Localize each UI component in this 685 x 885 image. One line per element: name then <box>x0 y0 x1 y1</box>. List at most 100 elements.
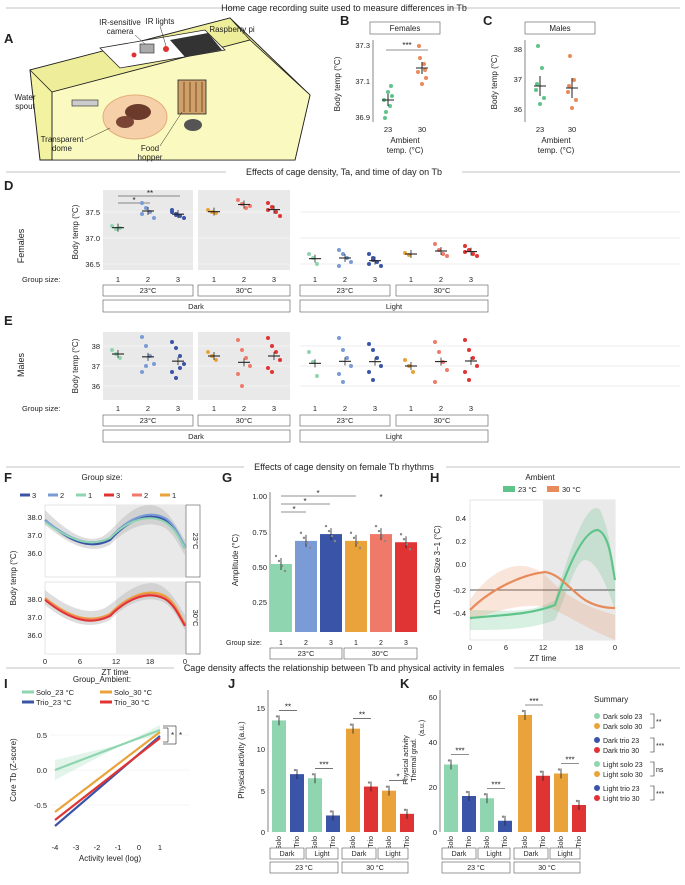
svg-text:3: 3 <box>404 640 408 647</box>
svg-text:-2: -2 <box>94 843 101 852</box>
k-ylabel-1: Physical activity <box>403 735 410 785</box>
svg-text:0.0: 0.0 <box>37 766 47 775</box>
j-xlabels: Solo Trio Solo Trio Solo Trio Solo Trio <box>276 836 411 850</box>
svg-text:10: 10 <box>257 745 265 754</box>
b-ytick: 36.9 <box>355 113 370 122</box>
e-row-label: Males <box>16 353 26 378</box>
k-bars <box>444 709 586 832</box>
d-dots-point <box>278 214 282 218</box>
k-temp: 23 °C <box>467 864 485 872</box>
e-ytick: 36 <box>92 382 100 391</box>
panel-letter-e: E <box>4 313 13 328</box>
svg-text:1: 1 <box>409 275 413 284</box>
e-dots-point <box>467 348 471 352</box>
e-dots-point <box>236 338 240 342</box>
d-dots-point <box>337 264 341 268</box>
j-temp: 23 °C <box>295 864 313 872</box>
svg-text:3: 3 <box>373 275 377 284</box>
f-xticks: 0 6 12 18 0 <box>43 657 187 666</box>
svg-text:0.25: 0.25 <box>252 598 267 607</box>
g-point <box>274 554 278 558</box>
e-dots-point <box>178 366 182 370</box>
g-ylabel: Amplitude (°C) <box>231 534 240 586</box>
panel-letter-g: G <box>222 470 232 485</box>
d-dots-point <box>367 252 371 256</box>
g-bar <box>295 540 317 632</box>
k-bars-xlabel: Trio <box>502 836 509 848</box>
svg-text:3: 3 <box>469 404 473 413</box>
c-points-23 <box>534 44 546 106</box>
panel-letter-f: F <box>4 470 12 485</box>
d-dots-point <box>110 224 114 228</box>
j-bars-xlabel: Trio <box>330 836 337 848</box>
j-bars-point <box>385 785 389 788</box>
svg-text:Light trio 23: Light trio 23 <box>603 786 640 793</box>
g-temp: 23°C <box>298 649 315 658</box>
d-temp: 30°C <box>434 286 451 295</box>
summary-legend: Summary Dark solo 23 Dark solo 30 ** Dar… <box>594 695 664 803</box>
d-dots-point <box>341 252 345 256</box>
c-xtick: 23 <box>536 125 544 134</box>
svg-text:-3: -3 <box>73 843 80 852</box>
svg-text:1: 1 <box>158 843 162 852</box>
svg-text:0.75: 0.75 <box>252 528 267 537</box>
e-period: Dark <box>188 432 204 441</box>
e-dots-point <box>371 348 375 352</box>
svg-text:18: 18 <box>146 657 154 666</box>
svg-text:12: 12 <box>112 657 120 666</box>
svg-text:6: 6 <box>78 657 82 666</box>
e-dots-point <box>178 354 182 358</box>
panel-c-box: Males <box>549 24 570 33</box>
j-bars-xlabel: Trio <box>404 836 411 848</box>
k-bars-bar <box>572 805 586 832</box>
k-bars-point <box>557 768 561 771</box>
d-temp: 23°C <box>140 286 157 295</box>
d-dots-point <box>236 198 240 202</box>
k-bars-point <box>521 709 525 713</box>
g-point <box>299 531 303 535</box>
label-ir: IR lights <box>146 17 175 26</box>
d-dots-point <box>307 252 311 256</box>
d-dots <box>110 198 479 268</box>
section-title-4: Cage density affects the relationship be… <box>184 663 505 673</box>
e-dots-point <box>174 346 178 350</box>
svg-text:0: 0 <box>137 843 141 852</box>
svg-text:-0.2: -0.2 <box>453 586 466 595</box>
j-bars-point <box>367 781 371 784</box>
g-point <box>383 539 387 543</box>
k-bars-point <box>501 815 505 818</box>
i-xlabel: Activity level (log) <box>79 854 142 863</box>
k-bars-bar <box>518 715 532 832</box>
e-dots-point <box>206 350 210 354</box>
svg-text:*: * <box>316 489 319 498</box>
e-dots-point <box>475 364 479 368</box>
g-point <box>280 564 284 568</box>
e-dots-point <box>403 358 407 362</box>
panel-g: Amplitude (°C) 1.00 0.75 0.50 0.25 * * *… <box>226 489 418 660</box>
c-ylabel: Body temp (°C) <box>490 54 499 109</box>
g-group-label: Group size: <box>226 640 262 647</box>
k-sig-label: *** <box>455 747 464 756</box>
j-bars-bar <box>308 778 322 832</box>
h-yticks: 0.4 0.2 0.0 -0.2 -0.4 <box>453 514 466 618</box>
g-point <box>327 529 331 533</box>
summary-sig: ns <box>656 767 664 774</box>
d-dots-point <box>144 206 148 210</box>
e-dots-point <box>371 378 375 382</box>
f-legend-title: Group size: <box>82 473 123 482</box>
svg-text:1: 1 <box>88 491 92 500</box>
svg-text:2: 2 <box>304 640 308 647</box>
panel-c: Males 38 37 36 Body temp (°C) 23 30 Ambi… <box>490 21 596 155</box>
svg-text:37.0: 37.0 <box>27 531 42 540</box>
svg-text:38.0: 38.0 <box>27 595 42 604</box>
e-dots-point <box>240 348 244 352</box>
svg-text:3: 3 <box>272 404 276 413</box>
svg-text:1: 1 <box>212 404 216 413</box>
water-spout-icon <box>71 99 99 107</box>
svg-text:Light trio 30: Light trio 30 <box>603 796 640 803</box>
j-bars-point <box>403 808 407 812</box>
c-ytick: 38 <box>514 45 522 54</box>
g-bar <box>320 534 342 632</box>
e-dots-point <box>349 364 353 368</box>
d-dots-point <box>206 208 210 212</box>
